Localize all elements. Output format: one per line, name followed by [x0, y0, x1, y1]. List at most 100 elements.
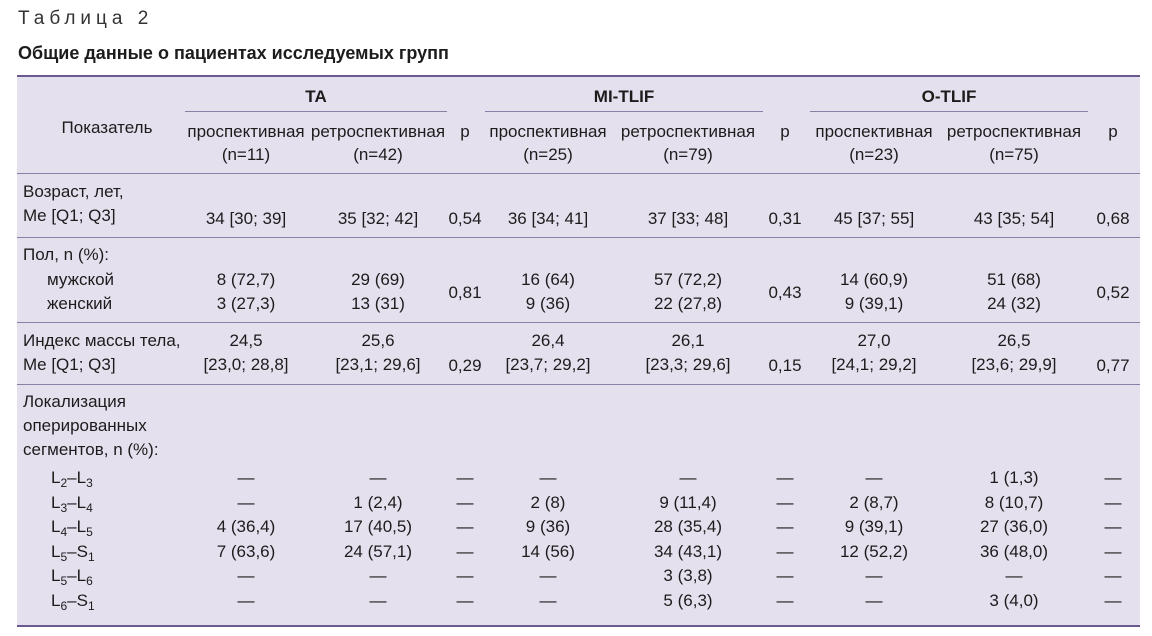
localization-label-line1: Локализация — [23, 392, 126, 411]
segment-value-cell: 12 (52,2) — [839, 542, 909, 561]
segment-value-cell: 36 (48,0) — [979, 542, 1049, 561]
bmi-o-tlif-p: 0,77 — [1096, 356, 1130, 375]
segment-value-cell: 34 (43,1) — [653, 542, 723, 561]
mi-tlif-retrospective-header: ретроспективная (n=79) — [617, 120, 759, 166]
segment-value-cell: — — [539, 566, 557, 585]
patient-data-table: Показатель ТА MI-TLIF O-TLIF проспективн… — [17, 75, 1140, 627]
ta-retrospective-label: ретроспективная — [310, 122, 446, 141]
segment-value-cell: 14 (56) — [521, 542, 575, 561]
segment-value-cell: 8 (10,7) — [984, 493, 1044, 512]
bmi-ta-retrospective: 25,6 [23,1; 29,6] — [307, 329, 449, 377]
mi-tlif-prospective-label: проспективная — [489, 122, 607, 141]
segment-value-cell: 2 (8) — [530, 493, 566, 512]
table-number: Таблица 2 — [18, 8, 154, 29]
group-underline-o-tlif — [810, 111, 1088, 112]
segment-label: L2–L3 — [51, 468, 93, 490]
segment-value-cell: — — [237, 493, 255, 512]
segment-value-cell: 3 (4,0) — [989, 591, 1039, 610]
segment-value-cell: — — [1104, 517, 1122, 536]
header-indicator: Показатель — [61, 118, 153, 137]
segment-value-cell: — — [776, 468, 794, 487]
localization-label-line3: сегментов, n (%): — [23, 440, 159, 459]
segment-value-cell: — — [1104, 566, 1122, 585]
age-ta-p: 0,54 — [448, 209, 482, 228]
o-tlif-retrospective-n: (n=75) — [989, 145, 1039, 164]
bmi-label: Индекс массы тела, Me [Q1; Q3] — [23, 329, 181, 377]
segment-value-cell: — — [1104, 591, 1122, 610]
age-mi-tlif-retrospective: 37 [33; 48] — [647, 209, 729, 228]
sex-o-tlif-p: 0,52 — [1096, 283, 1130, 302]
bmi-mi-tlif-prospective: 26,4 [23,7; 29,2] — [487, 329, 609, 377]
age-divider — [17, 237, 1140, 238]
sex-female-ta-prospective: 3 (27,3) — [216, 294, 276, 313]
segment-value-cell: — — [456, 566, 474, 585]
segment-value-cell: 27 (36,0) — [979, 517, 1049, 536]
segment-value-cell: 9 (11,4) — [659, 493, 717, 512]
age-label: Возраст, лет, Me [Q1; Q3] — [23, 180, 124, 228]
group-underline-ta — [185, 111, 447, 112]
header-divider — [17, 173, 1140, 174]
segment-value-cell: — — [865, 468, 883, 487]
segment-value-cell: — — [369, 591, 387, 610]
bmi-mi-tlif-retrospective: 26,1 [23,3; 29,6] — [617, 329, 759, 377]
segment-value-cell: — — [776, 542, 794, 561]
bmi-o-tlif-prospective-median: 27,0 — [857, 331, 891, 350]
bmi-ta-p: 0,29 — [448, 356, 482, 375]
o-tlif-retrospective-header: ретроспективная (n=75) — [943, 120, 1085, 166]
sex-female-mi-tlif-prospective: 9 (36) — [525, 294, 571, 313]
sex-female-o-tlif-retrospective: 24 (32) — [987, 294, 1041, 313]
ta-retrospective-n: (n=42) — [353, 145, 403, 164]
sex-male-ta-prospective: 8 (72,7) — [216, 270, 276, 289]
age-ta-retrospective: 35 [32; 42] — [337, 209, 419, 228]
age-o-tlif-retrospective: 43 [35; 54] — [973, 209, 1055, 228]
segment-value-cell: — — [865, 566, 883, 585]
segment-value-cell: 9 (36) — [525, 517, 571, 536]
segment-value-cell: — — [776, 517, 794, 536]
segment-value-cell: — — [1104, 493, 1122, 512]
sex-male-mi-tlif-retrospective: 57 (72,2) — [653, 270, 723, 289]
ta-p-header: p — [460, 122, 470, 141]
segment-label: L3–L4 — [51, 493, 93, 515]
sex-male-o-tlif-prospective: 14 (60,9) — [839, 270, 909, 289]
age-ta-prospective: 34 [30; 39] — [205, 209, 287, 228]
sex-female-ta-retrospective: 13 (31) — [351, 294, 405, 313]
segment-value-cell: 9 (39,1) — [844, 517, 904, 536]
segment-value-cell: — — [369, 566, 387, 585]
o-tlif-prospective-n: (n=23) — [849, 145, 899, 164]
segment-value-cell: — — [539, 591, 557, 610]
segment-value-cell: — — [369, 468, 387, 487]
bmi-mi-tlif-prospective-iqr: [23,7; 29,2] — [505, 355, 591, 374]
segment-value-cell: — — [456, 517, 474, 536]
segment-value-cell: — — [679, 468, 697, 487]
group-title-ta: ТА — [305, 87, 327, 106]
group-title-o-tlif: O-TLIF — [921, 87, 977, 106]
sex-ta-p: 0,81 — [448, 283, 482, 302]
segment-value-cell: — — [456, 591, 474, 610]
segment-value-cell: — — [776, 591, 794, 610]
bmi-label-line1: Индекс массы тела, — [23, 331, 181, 350]
bmi-mi-tlif-retrospective-median: 26,1 — [671, 331, 705, 350]
o-tlif-p-header: p — [1108, 122, 1118, 141]
segment-label: L6–S1 — [51, 591, 95, 613]
segment-value-cell: — — [237, 591, 255, 610]
mi-tlif-prospective-header: проспективная (n=25) — [487, 120, 609, 166]
bmi-o-tlif-prospective-iqr: [24,1; 29,2] — [831, 355, 917, 374]
mi-tlif-p-header: p — [780, 122, 790, 141]
segment-value-cell: 4 (36,4) — [216, 517, 276, 536]
segment-value-cell: — — [237, 468, 255, 487]
age-label-line1: Возраст, лет, — [23, 182, 124, 201]
segment-value-cell: — — [865, 591, 883, 610]
bmi-divider — [17, 384, 1140, 385]
segment-value-cell: 2 (8,7) — [849, 493, 899, 512]
segment-value-cell: 17 (40,5) — [343, 517, 413, 536]
table-title: Общие данные о пациентах исследуемых гру… — [18, 43, 449, 63]
segment-value-cell: — — [456, 468, 474, 487]
group-title-mi-tlif: MI-TLIF — [593, 87, 655, 106]
segment-value-cell: — — [456, 493, 474, 512]
segment-value-cell: — — [539, 468, 557, 487]
ta-prospective-n: (n=11) — [221, 145, 271, 164]
bmi-ta-prospective: 24,5 [23,0; 28,8] — [185, 329, 307, 377]
sex-male-ta-retrospective: 29 (69) — [351, 270, 405, 289]
ta-retrospective-header: ретроспективная (n=42) — [307, 120, 449, 166]
segment-value-cell: — — [1104, 542, 1122, 561]
